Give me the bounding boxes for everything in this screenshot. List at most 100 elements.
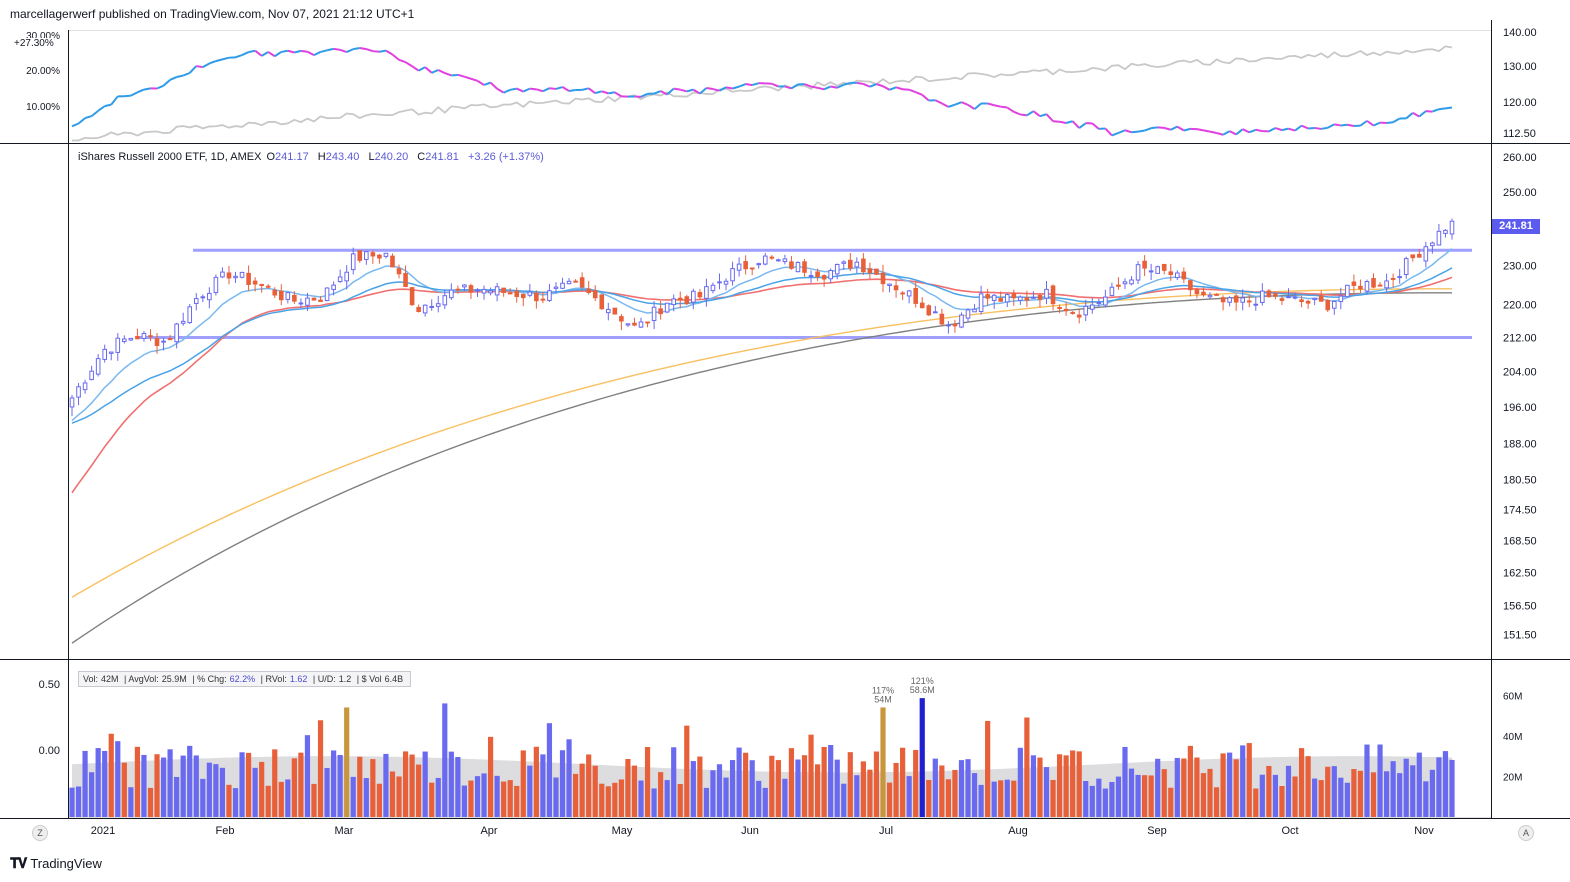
candle bbox=[377, 253, 382, 264]
candle bbox=[1050, 284, 1056, 311]
volume-bar bbox=[1096, 778, 1102, 817]
rs-line-segment bbox=[235, 54, 243, 59]
candle bbox=[1089, 297, 1095, 314]
volume-bar bbox=[134, 746, 141, 817]
volume-bar bbox=[1370, 772, 1377, 817]
volume-bar bbox=[886, 782, 893, 817]
rs-line-segment bbox=[202, 62, 210, 69]
volume-bar bbox=[1135, 774, 1141, 817]
volume-bar bbox=[808, 734, 814, 817]
volume-left-tick: 0.50 bbox=[39, 679, 60, 691]
candle bbox=[540, 291, 546, 304]
volume-bar bbox=[834, 759, 840, 817]
brand-footer[interactable]: 𝐓𝐕 TradingView bbox=[10, 855, 102, 872]
rs-line-segment bbox=[1373, 121, 1381, 127]
rs-line-segment bbox=[1281, 127, 1289, 132]
rs-line-segment bbox=[169, 76, 178, 81]
rs-line-segment bbox=[1255, 128, 1263, 133]
price-pane bbox=[69, 218, 1472, 644]
x-axis-label: Feb bbox=[216, 825, 235, 837]
rs-line-segment bbox=[1248, 128, 1257, 134]
volume-bar bbox=[1383, 771, 1390, 817]
volume-bar bbox=[638, 780, 644, 817]
rs-line-segment bbox=[294, 49, 302, 54]
log-scale-button[interactable]: Z bbox=[32, 825, 48, 841]
rs-line-segment bbox=[817, 86, 825, 91]
volume-right-tick: 20M bbox=[1503, 772, 1522, 783]
volume-bar bbox=[788, 748, 795, 817]
volume-bar bbox=[285, 779, 291, 817]
candle bbox=[566, 278, 572, 285]
rs-line-segment bbox=[483, 81, 491, 86]
auto-scale-button[interactable]: A bbox=[1518, 825, 1534, 841]
x-axis-label: Oct bbox=[1281, 825, 1298, 837]
rs-line-segment bbox=[1000, 105, 1008, 109]
candle bbox=[141, 330, 147, 342]
ma-50-line bbox=[71, 276, 1453, 494]
candle bbox=[815, 268, 820, 281]
rs-line-segment bbox=[320, 49, 328, 53]
rs-line-segment bbox=[941, 102, 949, 108]
candle bbox=[1345, 284, 1350, 298]
rs-line-segment bbox=[97, 105, 106, 112]
candle bbox=[298, 298, 304, 309]
volume-bar bbox=[1024, 717, 1030, 817]
rs-line-segment bbox=[1314, 126, 1322, 130]
volume-bar bbox=[1030, 755, 1037, 817]
candle bbox=[926, 304, 932, 317]
candle bbox=[736, 257, 742, 277]
rs-line-segment bbox=[476, 80, 485, 86]
volume-bar bbox=[448, 751, 454, 817]
rs-line-segment bbox=[1308, 126, 1315, 130]
candle bbox=[174, 322, 179, 349]
volume-bar bbox=[200, 778, 206, 817]
volume-bar bbox=[573, 773, 579, 817]
rs-line-segment bbox=[176, 74, 184, 79]
rs-line-segment bbox=[130, 91, 138, 97]
candle bbox=[664, 302, 670, 314]
candle bbox=[1044, 280, 1049, 305]
candle bbox=[632, 317, 637, 327]
volume-bar bbox=[690, 761, 696, 817]
rs-line-segment bbox=[836, 83, 845, 89]
rs-line-segment bbox=[542, 87, 550, 93]
candle bbox=[1325, 299, 1331, 313]
rs-line-segment bbox=[1124, 129, 1132, 134]
rs-benchmark-line bbox=[71, 45, 1453, 142]
volume-bar bbox=[533, 746, 539, 817]
candle bbox=[677, 291, 683, 309]
rs-line-segment bbox=[561, 86, 570, 92]
volume-bar bbox=[344, 707, 350, 817]
volume-bar bbox=[1050, 779, 1056, 817]
candle bbox=[135, 328, 140, 340]
candle bbox=[1403, 256, 1409, 279]
volume-bar bbox=[913, 749, 919, 817]
volume-bar bbox=[965, 759, 971, 817]
volume-bar bbox=[435, 777, 441, 817]
ud-label: U/D: bbox=[317, 674, 336, 684]
candle bbox=[370, 250, 376, 264]
volume-bar bbox=[880, 707, 886, 817]
candle bbox=[1018, 295, 1023, 305]
volume-bar bbox=[677, 783, 683, 817]
ud-value: 1.2 bbox=[338, 674, 352, 684]
volume-bar bbox=[847, 752, 853, 817]
rs-line-segment bbox=[366, 48, 374, 53]
volume-bar bbox=[389, 771, 396, 817]
volume-bar bbox=[971, 773, 978, 817]
candle bbox=[900, 291, 905, 301]
volume-bar bbox=[906, 776, 912, 817]
volume-bar bbox=[599, 783, 605, 817]
rs-line-segment bbox=[732, 85, 740, 90]
rs-line-segment bbox=[1032, 110, 1041, 117]
candle bbox=[364, 251, 369, 265]
volume-bar bbox=[1128, 768, 1135, 817]
rs-line-segment bbox=[1288, 127, 1296, 132]
candle bbox=[1312, 297, 1317, 306]
rs-line-segment bbox=[353, 47, 360, 51]
rs-line-segment bbox=[1229, 130, 1237, 136]
volume-bar bbox=[331, 750, 337, 817]
rs-line-segment bbox=[222, 56, 230, 61]
volume-bar bbox=[756, 780, 762, 817]
